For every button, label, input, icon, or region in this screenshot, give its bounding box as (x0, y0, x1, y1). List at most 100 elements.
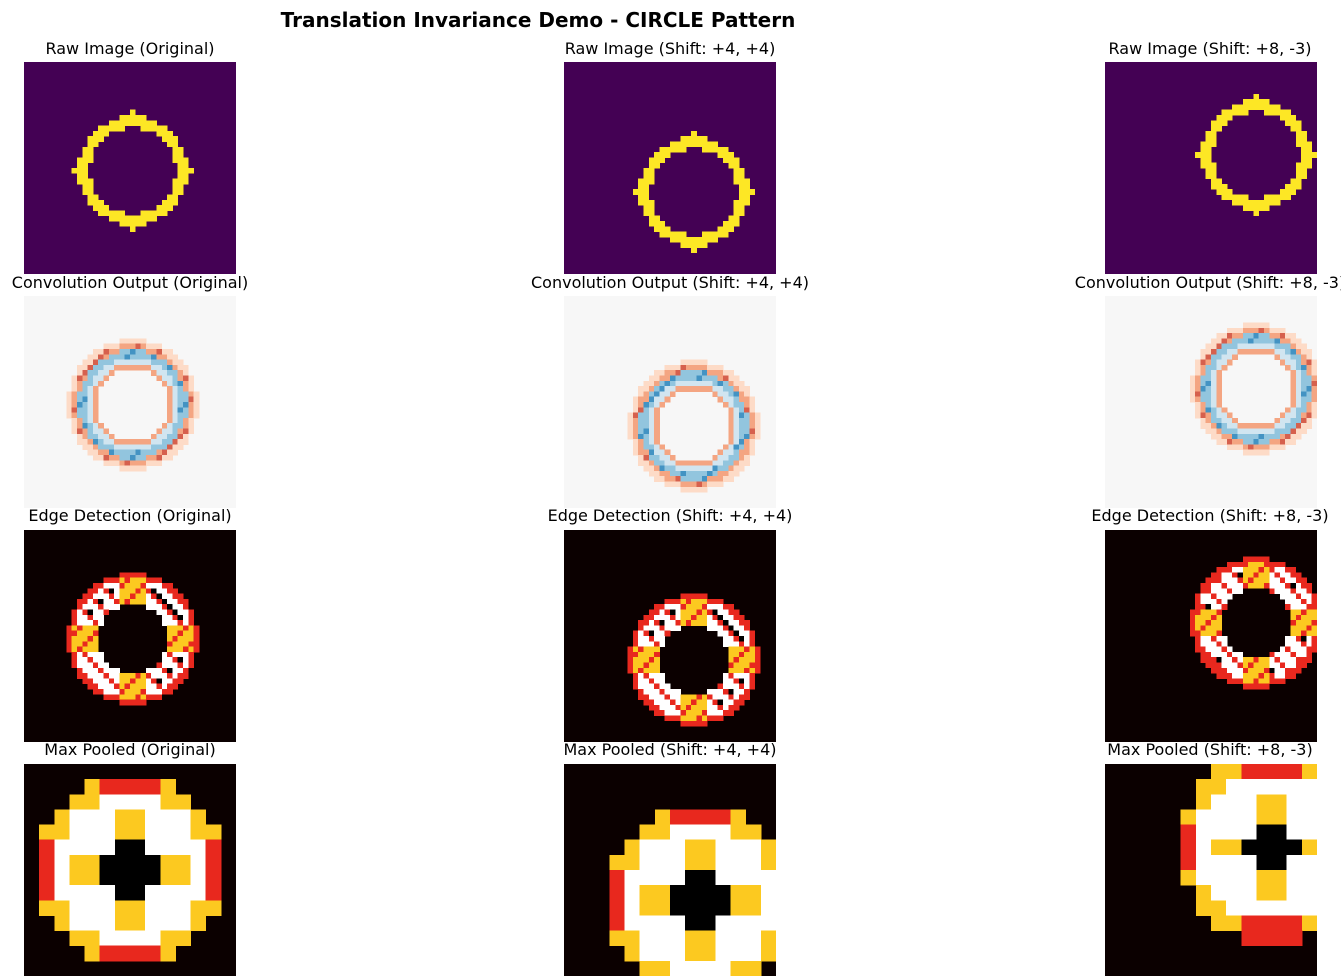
edge-0-cell (103, 689, 110, 695)
edge-2-cell (1211, 577, 1217, 584)
conv-0-cell (172, 412, 179, 419)
edge-1-cell (744, 683, 750, 690)
edge-1-cell (696, 620, 703, 626)
conv-0-cell (188, 412, 194, 419)
conv-2-cell (1211, 349, 1217, 355)
edge-0-cell (82, 678, 88, 685)
raw-0-cell (161, 205, 168, 211)
conv-2-cell (1205, 417, 1212, 424)
conv-original-heatmap (24, 296, 236, 508)
raw-2-cell (1216, 115, 1222, 121)
edge-1-cell (723, 636, 729, 642)
edge-2-cell (1237, 572, 1244, 579)
pooled-1-cell (685, 870, 701, 886)
edge-1-cell (717, 683, 724, 690)
pooled-2-cell (1226, 794, 1242, 810)
pooled-0-cell (175, 824, 191, 841)
raw-2-cell (1216, 125, 1222, 132)
conv-2-cell (1221, 349, 1228, 355)
edge-0-cell (130, 598, 136, 605)
pooled-0-cell (99, 900, 116, 916)
edge-2-cell (1200, 620, 1207, 626)
edge-1-cell (664, 710, 671, 716)
edge-0-cell (114, 577, 120, 584)
edge-1-cell (728, 620, 734, 626)
edge-2-cell (1269, 561, 1275, 568)
conv-1-cell (733, 439, 740, 445)
edge-0-cell (172, 593, 179, 600)
edge-2-cell (1221, 657, 1228, 663)
conv-1-cell (696, 481, 703, 488)
conv-1-cell (659, 370, 666, 376)
conv-0-cell (167, 417, 173, 424)
conv-2-cell (1200, 402, 1207, 408)
conv-2-cell (1242, 333, 1249, 339)
conv-1-cell (701, 476, 708, 482)
conv-0-cell (92, 433, 99, 440)
edge-2-cell (1301, 593, 1307, 600)
conv-1-cell (696, 476, 703, 482)
pooled-0-cell (160, 870, 176, 886)
edge-original-heatmap (24, 530, 236, 742)
edge-0-cell (183, 662, 189, 669)
pooled-1-cell (654, 960, 671, 976)
edge-0-cell (77, 636, 83, 642)
conv-0-cell (172, 407, 179, 413)
conv-0-cell (82, 380, 88, 387)
pooled-0-cell (114, 915, 131, 931)
conv-2-cell (1205, 354, 1212, 360)
edge-2-cell (1248, 567, 1254, 573)
edge-2-cell (1295, 630, 1302, 637)
raw-2-cell (1253, 205, 1260, 211)
edge-0-cell (82, 625, 88, 632)
conv-2-cell (1200, 370, 1207, 376)
raw-1-cell (643, 194, 650, 201)
pooled-0-cell (145, 915, 161, 931)
edge-1-cell (638, 641, 644, 647)
edge-1-cell (675, 689, 681, 695)
pooled-0-cell (54, 885, 70, 901)
raw-0-cell (114, 215, 120, 222)
conv-0-cell (167, 444, 173, 451)
raw-0-cell (124, 115, 131, 121)
raw-2-cell (1232, 109, 1238, 116)
edge-2-cell (1216, 604, 1222, 610)
pooled-0-cell (54, 900, 70, 916)
conv-2-cell (1226, 343, 1233, 350)
edge-1-cell (643, 630, 650, 637)
conv-1-cell (680, 375, 687, 382)
edge-0-cell (92, 588, 99, 594)
conv-2-cell (1295, 428, 1302, 435)
edge-2-cell (1290, 641, 1297, 647)
conv-1-cell (717, 386, 724, 392)
raw-2-cell (1200, 152, 1207, 158)
conv-1-cell (638, 417, 644, 424)
pooled-1-cell (685, 930, 701, 947)
raw-2-cell (1264, 109, 1270, 116)
conv-0-cell (183, 402, 189, 408)
edge-1-cell (738, 683, 745, 690)
raw-2-cell (1311, 152, 1317, 158)
conv-1-cell (648, 380, 655, 387)
conv-1-cell (670, 370, 676, 376)
conv-1-cell (643, 407, 650, 413)
edge-1-cell (744, 667, 750, 674)
conv-0-cell (92, 428, 99, 435)
edge-1-cell (696, 694, 703, 700)
edge-0-cell (98, 609, 104, 616)
edge-1-cell (707, 625, 713, 632)
edge-1-cell (638, 657, 644, 663)
edge-1-cell (701, 699, 708, 706)
conv-0-cell (82, 370, 88, 376)
conv-2-cell (1295, 338, 1302, 345)
edge-2-cell (1232, 588, 1238, 594)
conv-1-cell (680, 386, 687, 392)
conv-0-cell (98, 354, 104, 360)
raw-1-cell (707, 141, 713, 148)
conv-0-cell (167, 349, 173, 355)
conv-2-cell (1248, 322, 1254, 329)
edge-2-cell (1216, 620, 1222, 626)
edge-0-cell (161, 673, 168, 679)
edge-1-cell (659, 689, 666, 695)
conv-1-cell (670, 386, 676, 392)
